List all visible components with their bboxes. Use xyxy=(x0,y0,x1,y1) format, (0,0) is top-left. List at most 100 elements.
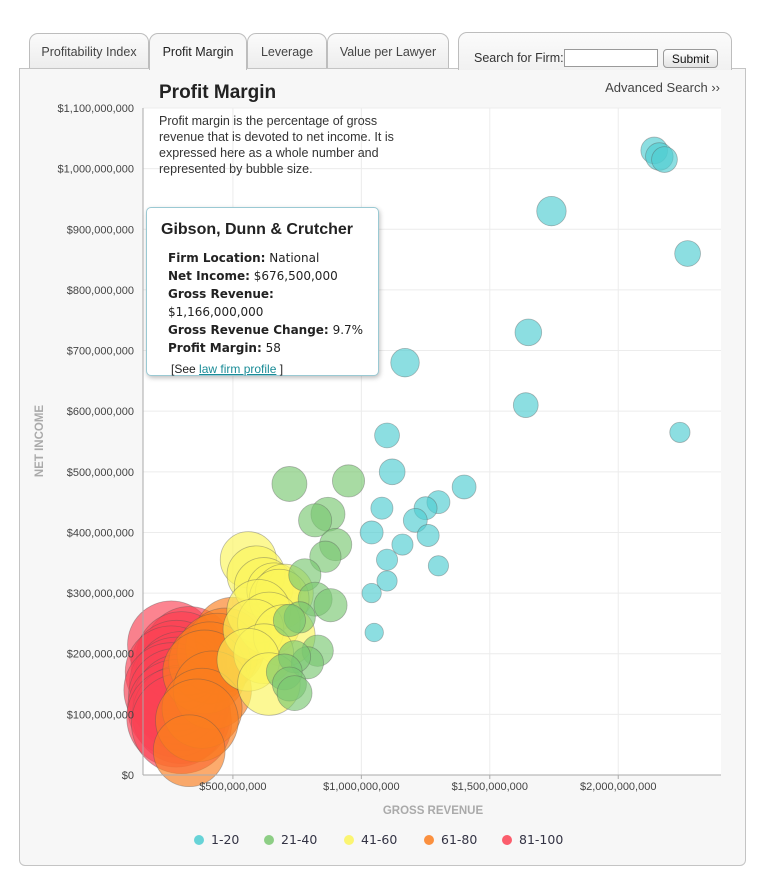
tab-label: Leverage xyxy=(260,44,314,59)
tooltip-link-prefix: [See xyxy=(171,362,200,376)
tooltip-firm-name: Gibson, Dunn & Crutcher xyxy=(161,221,353,238)
tooltip-label: Firm Location: xyxy=(168,251,266,265)
bubble xyxy=(536,195,567,227)
legend-item-1-20[interactable]: 1-20 xyxy=(194,832,239,847)
legend-item-61-80[interactable]: 61-80 xyxy=(424,832,477,847)
legend-swatch xyxy=(344,834,354,845)
tooltip-value: $1,166,000,000 xyxy=(168,305,264,319)
y-tick-label: $200,000,000 xyxy=(67,649,134,661)
bubble xyxy=(313,588,348,623)
x-axis-label: GROSS REVENUE xyxy=(383,805,484,817)
legend-swatch xyxy=(424,834,434,845)
bubble xyxy=(364,622,384,643)
bubble xyxy=(298,503,333,538)
y-tick-label: $500,000,000 xyxy=(67,467,134,479)
bubble xyxy=(402,507,428,533)
bubble xyxy=(390,347,420,378)
bubble xyxy=(271,466,308,502)
y-tick-label: $100,000,000 xyxy=(67,709,134,721)
legend-label: 1-20 xyxy=(211,832,240,847)
y-tick-label: $400,000,000 xyxy=(67,527,134,539)
bubble xyxy=(331,464,366,498)
firm-tooltip: Gibson, Dunn & Crutcher Firm Location: N… xyxy=(146,207,379,376)
chart-description: Profit margin is the percentage of gross… xyxy=(159,114,394,176)
tab-profitability-index[interactable]: Profitability Index xyxy=(29,33,149,69)
y-axis-label: NET INCOME xyxy=(34,405,46,478)
advanced-search-link[interactable]: Advanced Search ›› xyxy=(605,80,720,95)
tooltip-row: Firm Location: National xyxy=(161,249,364,267)
legend-label: 21-40 xyxy=(281,832,318,847)
bubbles xyxy=(123,136,701,788)
bubble xyxy=(361,583,382,604)
tooltip-value: 58 xyxy=(265,341,281,355)
bubble xyxy=(674,240,701,267)
tooltip-value: National xyxy=(269,251,320,265)
tooltip-row: Net Income: $676,500,000 xyxy=(161,267,364,285)
tab-label: Value per Lawyer xyxy=(339,44,437,59)
axes: $0 $100,000,000 $200,000,000 $300,000,000 $4… xyxy=(34,103,721,817)
legend-label: 61-80 xyxy=(441,832,478,847)
y-tick-label: $300,000,000 xyxy=(67,588,134,600)
tooltip-label: Profit Margin: xyxy=(168,341,262,355)
tooltip-rows: Firm Location: National Net Income: $676… xyxy=(161,249,364,357)
y-tick-label: $600,000,000 xyxy=(67,406,134,418)
legend-item-81-100[interactable]: 81-100 xyxy=(502,832,563,847)
y-tick-label: $700,000,000 xyxy=(67,346,134,358)
x-tick-label: $2,000,000,000 xyxy=(580,781,656,793)
tooltip-row: Profit Margin: 58 xyxy=(161,339,364,357)
tab-label: Profit Margin xyxy=(162,45,234,59)
tooltip-link-suffix: ] xyxy=(276,362,284,376)
bubble xyxy=(272,603,306,637)
y-tick-label: $900,000,000 xyxy=(67,224,134,236)
x-tick-label: $500,000,000 xyxy=(199,781,266,793)
tooltip-row: Gross Revenue Change: 9.7% xyxy=(161,321,364,339)
tab-value-per-lawyer[interactable]: Value per Lawyer xyxy=(327,33,449,69)
bubble xyxy=(512,392,539,418)
y-tick-label: $800,000,000 xyxy=(67,285,134,297)
submit-button[interactable]: Submit xyxy=(663,49,718,68)
bubble xyxy=(651,146,678,173)
bubble xyxy=(376,548,399,571)
x-tick-label: $1,000,000,000 xyxy=(323,781,399,793)
bubble xyxy=(370,496,394,520)
legend-item-21-40[interactable]: 21-40 xyxy=(264,832,317,847)
bubble xyxy=(451,474,477,500)
bubble xyxy=(391,533,414,556)
tab-label: Profitability Index xyxy=(41,44,137,59)
legend-swatch xyxy=(502,834,512,845)
tooltip-label: Gross Revenue: xyxy=(168,287,274,301)
tooltip-value: $676,500,000 xyxy=(253,269,338,283)
legend-item-41-60[interactable]: 41-60 xyxy=(344,832,397,847)
search-input[interactable] xyxy=(564,49,658,67)
tab-leverage[interactable]: Leverage xyxy=(247,33,327,69)
y-tick-label: $0 xyxy=(122,770,134,782)
legend-swatch xyxy=(264,834,274,845)
bubble xyxy=(152,714,226,788)
tooltip-label: Net Income: xyxy=(168,269,250,283)
tab-profit-margin[interactable]: Profit Margin xyxy=(149,33,247,70)
tooltip-row: Gross Revenue: $1,166,000,000 xyxy=(161,285,364,321)
bubble xyxy=(359,520,384,545)
bubble xyxy=(514,318,543,347)
legend-label: 81-100 xyxy=(519,832,564,847)
legend-label: 41-60 xyxy=(361,832,398,847)
tooltip-label: Gross Revenue Change: xyxy=(168,323,329,337)
bubble xyxy=(669,421,691,443)
law-firm-profile-link[interactable]: law firm profile xyxy=(199,362,277,376)
bubble xyxy=(309,540,342,573)
chart-legend: 1-20 21-40 41-60 61-80 81-100 xyxy=(0,832,770,850)
page-title: Profit Margin xyxy=(159,82,277,103)
tooltip-value: 9.7% xyxy=(332,323,364,337)
legend-swatch xyxy=(194,834,204,845)
bubble xyxy=(378,458,406,486)
y-tick-label: $1,000,000,000 xyxy=(58,164,134,176)
search-box: Search for Firm: Submit xyxy=(458,32,732,70)
search-label: Search for Firm: xyxy=(474,51,564,65)
tooltip-profile-line: [See law firm profile ] xyxy=(161,362,364,376)
y-tick-label: $1,100,000,000 xyxy=(58,103,134,115)
bubble xyxy=(427,555,449,577)
x-tick-label: $1,500,000,000 xyxy=(452,781,528,793)
bubble xyxy=(416,524,440,547)
bubble xyxy=(376,570,398,592)
